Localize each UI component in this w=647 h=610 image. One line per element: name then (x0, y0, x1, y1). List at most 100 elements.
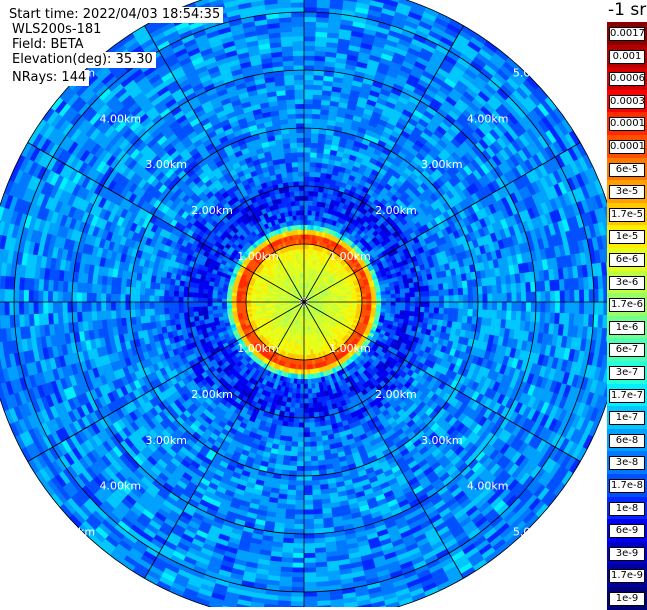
range-bin (434, 290, 439, 296)
range-bin (594, 289, 599, 302)
range-bin (311, 451, 318, 456)
range-bin (292, 577, 304, 582)
range-bin (304, 365, 307, 370)
range-bin (311, 384, 315, 389)
range-bin (449, 296, 454, 303)
range-bin (545, 302, 550, 313)
range-bin (367, 296, 372, 299)
range-bin (536, 302, 541, 312)
range-bin (497, 285, 502, 294)
range-bin (295, 500, 304, 505)
range-bin (304, 476, 312, 481)
range-bin (439, 302, 444, 308)
range-bin (448, 282, 454, 289)
range-bin (296, 471, 304, 476)
range-bin (376, 299, 381, 302)
range-bin (293, 558, 304, 563)
range-bin (487, 286, 492, 294)
range-bin (304, 360, 307, 365)
range-bin (313, 90, 322, 96)
range-bin (304, 210, 308, 215)
range-bin (433, 313, 438, 319)
range-bin (294, 539, 305, 544)
range-bin (315, 543, 326, 549)
range-bin (304, 220, 308, 225)
range-bin (304, 432, 310, 437)
range-bin (599, 289, 604, 302)
range-bin (297, 457, 304, 462)
range-bin (304, 466, 311, 471)
range-bin (307, 369, 310, 374)
range-bin (304, 230, 307, 235)
range-bin (288, 485, 296, 490)
range-bin (304, 114, 312, 119)
range-bin (311, 466, 319, 471)
range-bin (304, 587, 317, 592)
range-bin (313, 509, 322, 515)
range-bin (448, 308, 453, 315)
range-bin (401, 298, 406, 302)
range-bin (439, 308, 444, 314)
range-bin (415, 292, 420, 297)
range-bin (488, 294, 493, 302)
range-bin (425, 302, 430, 308)
range-bin (291, 451, 298, 456)
range-bin (531, 292, 536, 302)
range-bin (304, 495, 313, 500)
range-bin (304, 181, 309, 186)
range-bin (420, 292, 425, 297)
range-bin (294, 524, 304, 529)
range-bin (315, 167, 321, 172)
range-bin (313, 191, 318, 196)
range-bin (415, 302, 420, 307)
range-bin (312, 201, 317, 206)
range-bin (292, 432, 298, 437)
range-bin (295, 510, 304, 515)
range-bin (314, 80, 324, 85)
range-bin (444, 308, 449, 315)
range-bin (298, 428, 304, 433)
range-bin (304, 423, 310, 428)
range-bin (289, 466, 297, 471)
range-bin (405, 288, 410, 293)
range-bin (507, 293, 512, 302)
range-bin (296, 476, 304, 481)
range-bin (584, 290, 589, 302)
range-bin (526, 302, 531, 312)
range-bin (310, 152, 317, 157)
range-bin (415, 297, 420, 302)
range-bin (312, 393, 317, 398)
range-bin (565, 302, 570, 314)
range-bin (283, 543, 294, 549)
range-bin (516, 283, 521, 293)
range-bin (314, 538, 325, 544)
range-bin (420, 307, 425, 312)
range-bin (291, 592, 304, 597)
range-bin (312, 388, 316, 393)
range-bin (280, 572, 292, 578)
range-bin (507, 302, 512, 311)
range-bin (308, 398, 313, 403)
range-bin (291, 601, 304, 606)
range-bin (304, 413, 309, 418)
range-bin (309, 181, 314, 186)
range-bin (483, 302, 488, 310)
range-bin (315, 548, 326, 554)
range-bin (420, 302, 425, 307)
range-bin (410, 297, 415, 302)
range-bin (304, 56, 315, 61)
range-bin (304, 553, 315, 558)
range-bin (521, 312, 526, 322)
range-bin (497, 302, 502, 311)
range-bin (299, 413, 304, 418)
range-bin (304, 7, 317, 12)
range-bin (300, 399, 304, 404)
range-bin (438, 284, 443, 291)
range-bin (294, 519, 304, 524)
range-bin (506, 284, 511, 293)
range-bin (312, 114, 320, 119)
range-bin (308, 394, 312, 399)
range-bin (424, 307, 429, 313)
range-bin (296, 389, 300, 394)
range-bin (463, 302, 468, 309)
